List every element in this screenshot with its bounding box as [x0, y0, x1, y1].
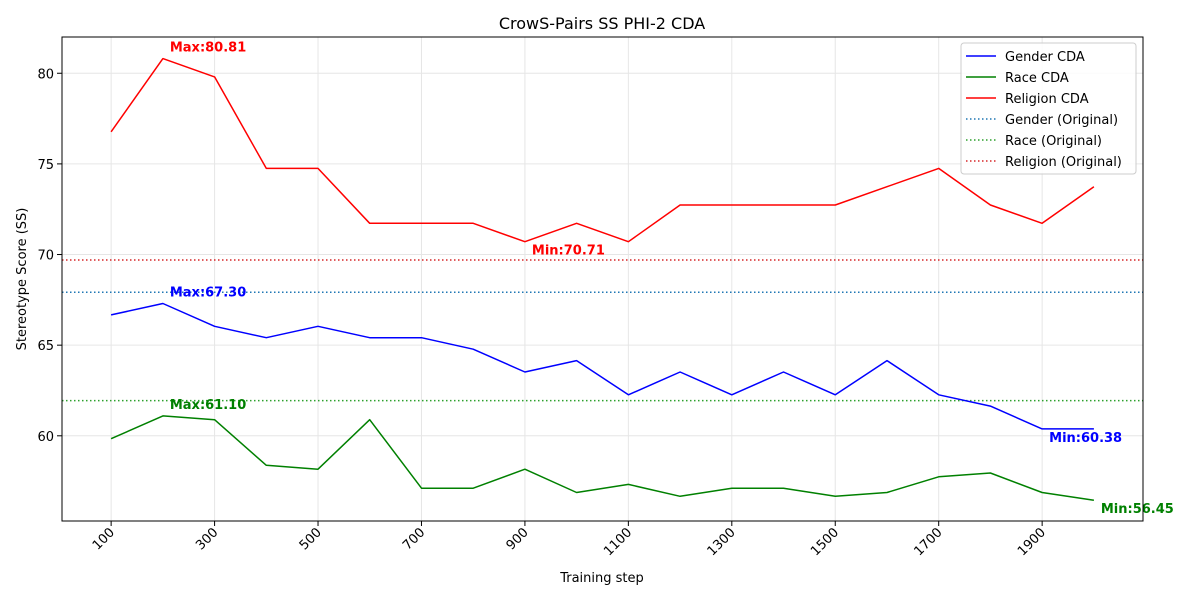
- series-line-0: [110, 302, 1094, 430]
- legend-label: Gender CDA: [1005, 50, 1085, 65]
- x-axis-title: Training step: [559, 571, 644, 586]
- series-line-1: [110, 415, 1095, 501]
- annotation-label: Max:80.81: [170, 41, 246, 56]
- x-tick-label: 500: [297, 525, 325, 553]
- annotation-label: Min:70.71: [532, 244, 605, 259]
- annotation-label: Min:60.38: [1049, 431, 1122, 446]
- y-tick-label: 60: [37, 430, 54, 445]
- x-tick-label: 100: [90, 525, 118, 553]
- y-tick-label: 70: [37, 249, 54, 264]
- x-tick-label: 1700: [912, 525, 946, 559]
- y-axis: 60 65 70 75 80: [37, 67, 62, 445]
- annotation-label: Max:67.30: [170, 285, 246, 300]
- legend-label: Race CDA: [1005, 71, 1069, 86]
- annotation-label: Max:61.10: [170, 398, 246, 413]
- y-tick-label: 65: [37, 339, 54, 354]
- x-tick-label: 1500: [808, 525, 842, 559]
- x-axis: 100 300 500 700 900 1100 1300 1500 1700 1900: [90, 521, 1049, 559]
- reference-lines: [62, 259, 1143, 402]
- x-tick-label: 300: [193, 525, 221, 553]
- chart-title: CrowS-Pairs SS PHI-2 CDA: [499, 14, 705, 33]
- legend: Gender CDA Race CDA Religion CDA Gender (Or…: [960, 42, 1137, 175]
- x-tick-label: 1300: [705, 525, 739, 559]
- legend-box: [960, 42, 1137, 175]
- legend-label: Race (Original): [1005, 134, 1102, 149]
- x-tick-label: 1100: [601, 525, 635, 559]
- legend-label: Religion CDA: [1005, 92, 1089, 107]
- x-tick-label: 900: [504, 525, 532, 553]
- annotations: Max:80.81 Min:70.71 Max:67.30 Min:60.38 Max:…: [170, 41, 1174, 518]
- legend-label: Gender (Original): [1005, 113, 1118, 128]
- series-line-2: [110, 57, 1095, 243]
- x-tick-label: 1900: [1015, 525, 1049, 559]
- annotation-label: Min:56.45: [1101, 502, 1174, 517]
- series-lines: [110, 57, 1095, 501]
- legend-label: Religion (Original): [1005, 155, 1122, 170]
- plot-frame: [61, 36, 1144, 522]
- y-tick-label: 80: [37, 67, 54, 82]
- y-tick-label: 75: [37, 158, 54, 173]
- y-axis-title: Stereotype Score (SS): [15, 208, 30, 351]
- x-tick-label: 700: [400, 525, 428, 553]
